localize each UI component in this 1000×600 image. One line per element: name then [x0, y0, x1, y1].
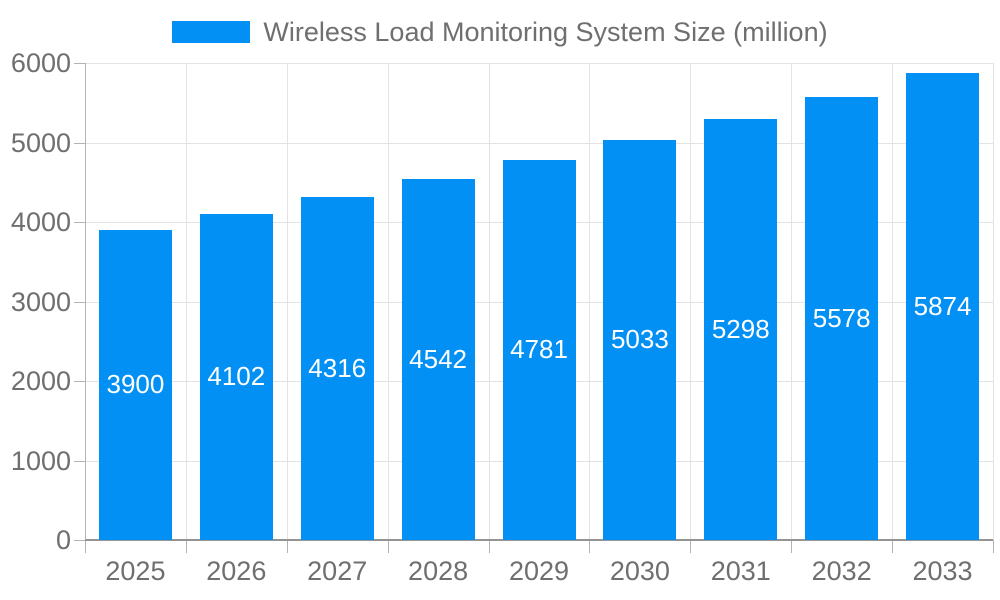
y-axis-line [85, 63, 86, 540]
gridline-v [286, 63, 288, 540]
bar[interactable] [300, 196, 374, 540]
x-tick-label: 2030 [609, 556, 670, 586]
bar-value-label: 4781 [510, 334, 568, 365]
y-tick-mark [74, 540, 85, 541]
bar-value-label: 3900 [106, 369, 165, 400]
bar-value-label: 4542 [409, 343, 468, 374]
bar-value-label: 5578 [812, 302, 871, 333]
x-tick-label: 2027 [307, 556, 368, 586]
x-tick-mark [993, 540, 994, 553]
y-tick-mark [74, 142, 85, 144]
bar[interactable] [199, 213, 273, 540]
gridline-h [85, 63, 993, 64]
gridline-v [892, 63, 894, 540]
gridline-v [690, 63, 692, 540]
y-tick-label: 6000 [10, 48, 71, 78]
gridline-v [387, 63, 389, 540]
y-tick-label: 0 [55, 525, 71, 555]
x-tick-label: 2032 [811, 556, 872, 586]
x-tick-mark [488, 540, 490, 553]
gridline-v [589, 63, 591, 540]
x-tick-mark [185, 540, 187, 553]
y-tick-mark [74, 460, 85, 462]
y-tick-label: 1000 [10, 445, 71, 476]
y-tick-mark [74, 381, 85, 382]
x-tick-mark [85, 540, 86, 553]
y-tick-label: 3000 [10, 286, 71, 317]
bar[interactable] [805, 96, 879, 540]
legend-label: Wireless Load Monitoring System Size (mi… [263, 17, 828, 47]
x-tick-label: 2025 [105, 556, 166, 586]
bar[interactable] [704, 118, 778, 540]
y-tick-label: 2000 [10, 366, 71, 396]
bar[interactable] [401, 178, 475, 540]
x-tick-mark [286, 540, 288, 553]
x-tick-mark [387, 540, 389, 553]
bar[interactable] [502, 159, 576, 540]
legend-swatch [172, 21, 251, 43]
gridline-v [791, 63, 793, 540]
x-tick-label: 2033 [912, 556, 973, 586]
y-tick-mark [74, 222, 85, 223]
bar-value-label: 5033 [610, 324, 669, 355]
legend[interactable]: Wireless Load Monitoring System Size (mi… [0, 14, 1000, 50]
x-tick-label: 2028 [408, 556, 469, 586]
bar-value-label: 4316 [308, 352, 367, 383]
gridline-v [488, 63, 490, 540]
gridline-v [993, 63, 994, 540]
x-tick-mark [589, 540, 591, 553]
bar-value-label: 5874 [913, 291, 972, 321]
x-tick-label: 2029 [508, 556, 570, 586]
x-tick-mark [690, 540, 692, 553]
gridline-v [185, 63, 187, 540]
gridline-h [85, 142, 993, 144]
bar-value-label: 5298 [711, 313, 770, 344]
x-tick-mark [791, 540, 793, 553]
x-tick-mark [892, 540, 894, 553]
x-tick-label: 2031 [710, 556, 771, 586]
bar[interactable] [98, 229, 172, 540]
y-tick-mark [74, 301, 85, 303]
bar-value-label: 4102 [207, 361, 266, 392]
x-tick-label: 2026 [206, 556, 267, 586]
bar[interactable] [603, 139, 677, 540]
y-tick-label: 5000 [10, 127, 71, 158]
y-tick-label: 4000 [10, 207, 71, 237]
y-tick-mark [74, 63, 85, 64]
x-axis-line [85, 539, 993, 541]
bar[interactable] [906, 73, 980, 540]
